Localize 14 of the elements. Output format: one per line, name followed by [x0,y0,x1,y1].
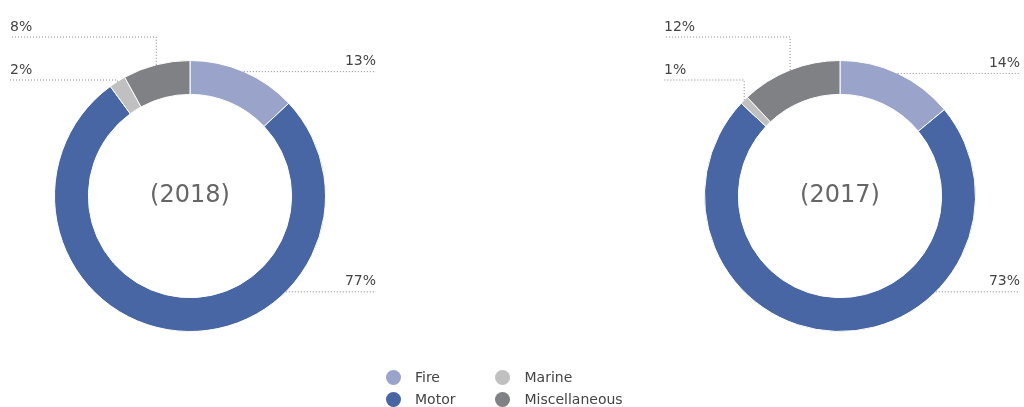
data-label: 1% [664,60,687,77]
legend-label: Marine [524,369,573,385]
text: (2017) [800,180,880,209]
data-label: 12% [664,17,696,34]
data-label: 77% [344,272,376,289]
legend-label: Motor [415,391,456,407]
data-label: 13% [344,52,376,69]
legend-label: Fire [415,369,440,385]
legend-label: Miscellaneous [524,391,623,407]
data-label: 8% [10,17,33,34]
data-label: 73% [988,272,1020,289]
text: (2018) [150,180,230,209]
data-label: 14% [988,54,1020,71]
data-label: 2% [10,60,33,77]
